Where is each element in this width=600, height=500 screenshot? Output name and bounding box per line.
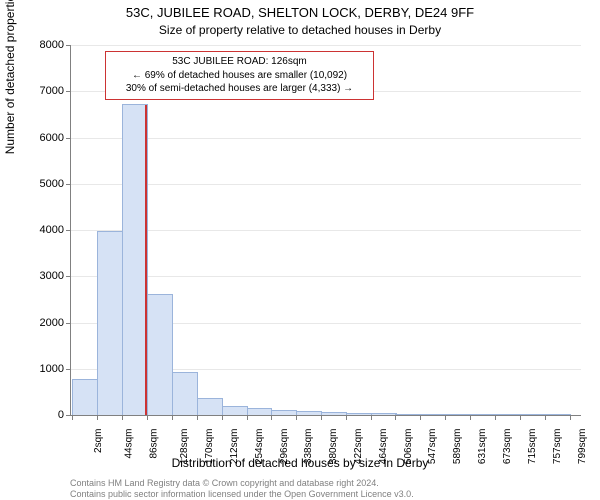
- xtick-label: 715sqm: [527, 429, 538, 465]
- footer-line2: Contains public sector information licen…: [70, 489, 414, 499]
- ytick-label: 6000: [40, 132, 64, 144]
- chart-container: 53C, JUBILEE ROAD, SHELTON LOCK, DERBY, …: [0, 0, 600, 500]
- ytick-label: 2000: [40, 317, 64, 329]
- xtick: [445, 415, 446, 420]
- xtick: [470, 415, 471, 420]
- xtick: [222, 415, 223, 420]
- ytick: [66, 276, 71, 277]
- histogram-bar: [247, 408, 273, 415]
- chart-title-line1: 53C, JUBILEE ROAD, SHELTON LOCK, DERBY, …: [0, 5, 600, 20]
- histogram-bar: [271, 410, 297, 415]
- info-line1: 53C JUBILEE ROAD: 126sqm: [112, 55, 367, 69]
- ytick: [66, 184, 71, 185]
- xtick-label: 380sqm: [328, 429, 339, 465]
- histogram-bar: [495, 414, 521, 415]
- xtick-label: 673sqm: [502, 429, 513, 465]
- xtick-label: 799sqm: [577, 429, 588, 465]
- highlight-info-box: 53C JUBILEE ROAD: 126sqm ← 69% of detach…: [105, 51, 374, 100]
- histogram-bar: [520, 414, 546, 415]
- xtick-label: 86sqm: [149, 429, 160, 459]
- xtick: [395, 415, 396, 420]
- xtick-label: 422sqm: [353, 429, 364, 465]
- xtick: [271, 415, 272, 420]
- xtick-label: 128sqm: [179, 429, 190, 465]
- plot-area: [70, 45, 581, 416]
- gridline: [71, 45, 581, 46]
- y-axis-label: Number of detached properties: [3, 0, 17, 154]
- info-line3: 30% of semi-detached houses are larger (…: [112, 82, 367, 96]
- xtick-label: 170sqm: [204, 429, 215, 465]
- xtick: [346, 415, 347, 420]
- histogram-bar: [395, 414, 421, 415]
- ytick-label: 4000: [40, 224, 64, 236]
- ytick-label: 0: [58, 409, 64, 421]
- xtick-label: 44sqm: [124, 429, 135, 459]
- ytick: [66, 323, 71, 324]
- ytick: [66, 45, 71, 46]
- xtick: [495, 415, 496, 420]
- ytick: [66, 91, 71, 92]
- chart-title-line2: Size of property relative to detached ho…: [0, 23, 600, 37]
- ytick: [66, 369, 71, 370]
- xtick: [197, 415, 198, 420]
- histogram-bar: [72, 379, 98, 415]
- ytick-label: 7000: [40, 85, 64, 97]
- histogram-bar: [97, 231, 123, 415]
- xtick: [296, 415, 297, 420]
- histogram-bar: [147, 294, 173, 415]
- xtick-label: 464sqm: [378, 429, 389, 465]
- info-line2: ← 69% of detached houses are smaller (10…: [112, 69, 367, 83]
- highlight-line: [145, 105, 147, 415]
- xtick-label: 296sqm: [279, 429, 290, 465]
- xtick-label: 757sqm: [552, 429, 563, 465]
- xtick: [520, 415, 521, 420]
- xtick-label: 338sqm: [304, 429, 315, 465]
- ytick: [66, 138, 71, 139]
- xtick: [147, 415, 148, 420]
- xtick-label: 547sqm: [427, 429, 438, 465]
- xtick: [247, 415, 248, 420]
- ytick-label: 8000: [40, 39, 64, 51]
- xtick-label: 589sqm: [452, 429, 463, 465]
- xtick-label: 631sqm: [477, 429, 488, 465]
- ytick-label: 3000: [40, 270, 64, 282]
- xtick: [72, 415, 73, 420]
- histogram-bar: [321, 412, 347, 415]
- ytick: [66, 230, 71, 231]
- xtick: [172, 415, 173, 420]
- xtick: [570, 415, 571, 420]
- xtick-label: 506sqm: [403, 429, 414, 465]
- histogram-bar: [197, 398, 223, 415]
- histogram-bar: [296, 411, 322, 415]
- ytick-label: 1000: [40, 363, 64, 375]
- ytick: [66, 415, 71, 416]
- histogram-bar: [371, 413, 397, 415]
- histogram-bar: [545, 414, 571, 415]
- xtick: [371, 415, 372, 420]
- xtick: [420, 415, 421, 420]
- histogram-bar: [346, 413, 372, 415]
- xtick: [97, 415, 98, 420]
- histogram-bar: [470, 414, 496, 415]
- xtick: [122, 415, 123, 420]
- xtick-label: 254sqm: [254, 429, 265, 465]
- histogram-bar: [445, 414, 471, 415]
- ytick-label: 5000: [40, 178, 64, 190]
- xtick: [321, 415, 322, 420]
- xtick-label: 2sqm: [93, 429, 104, 453]
- xtick-label: 212sqm: [229, 429, 240, 465]
- histogram-bar: [222, 406, 248, 415]
- xtick: [545, 415, 546, 420]
- footer-line1: Contains HM Land Registry data © Crown c…: [70, 478, 379, 488]
- histogram-bar: [420, 414, 446, 415]
- histogram-bar: [172, 372, 198, 415]
